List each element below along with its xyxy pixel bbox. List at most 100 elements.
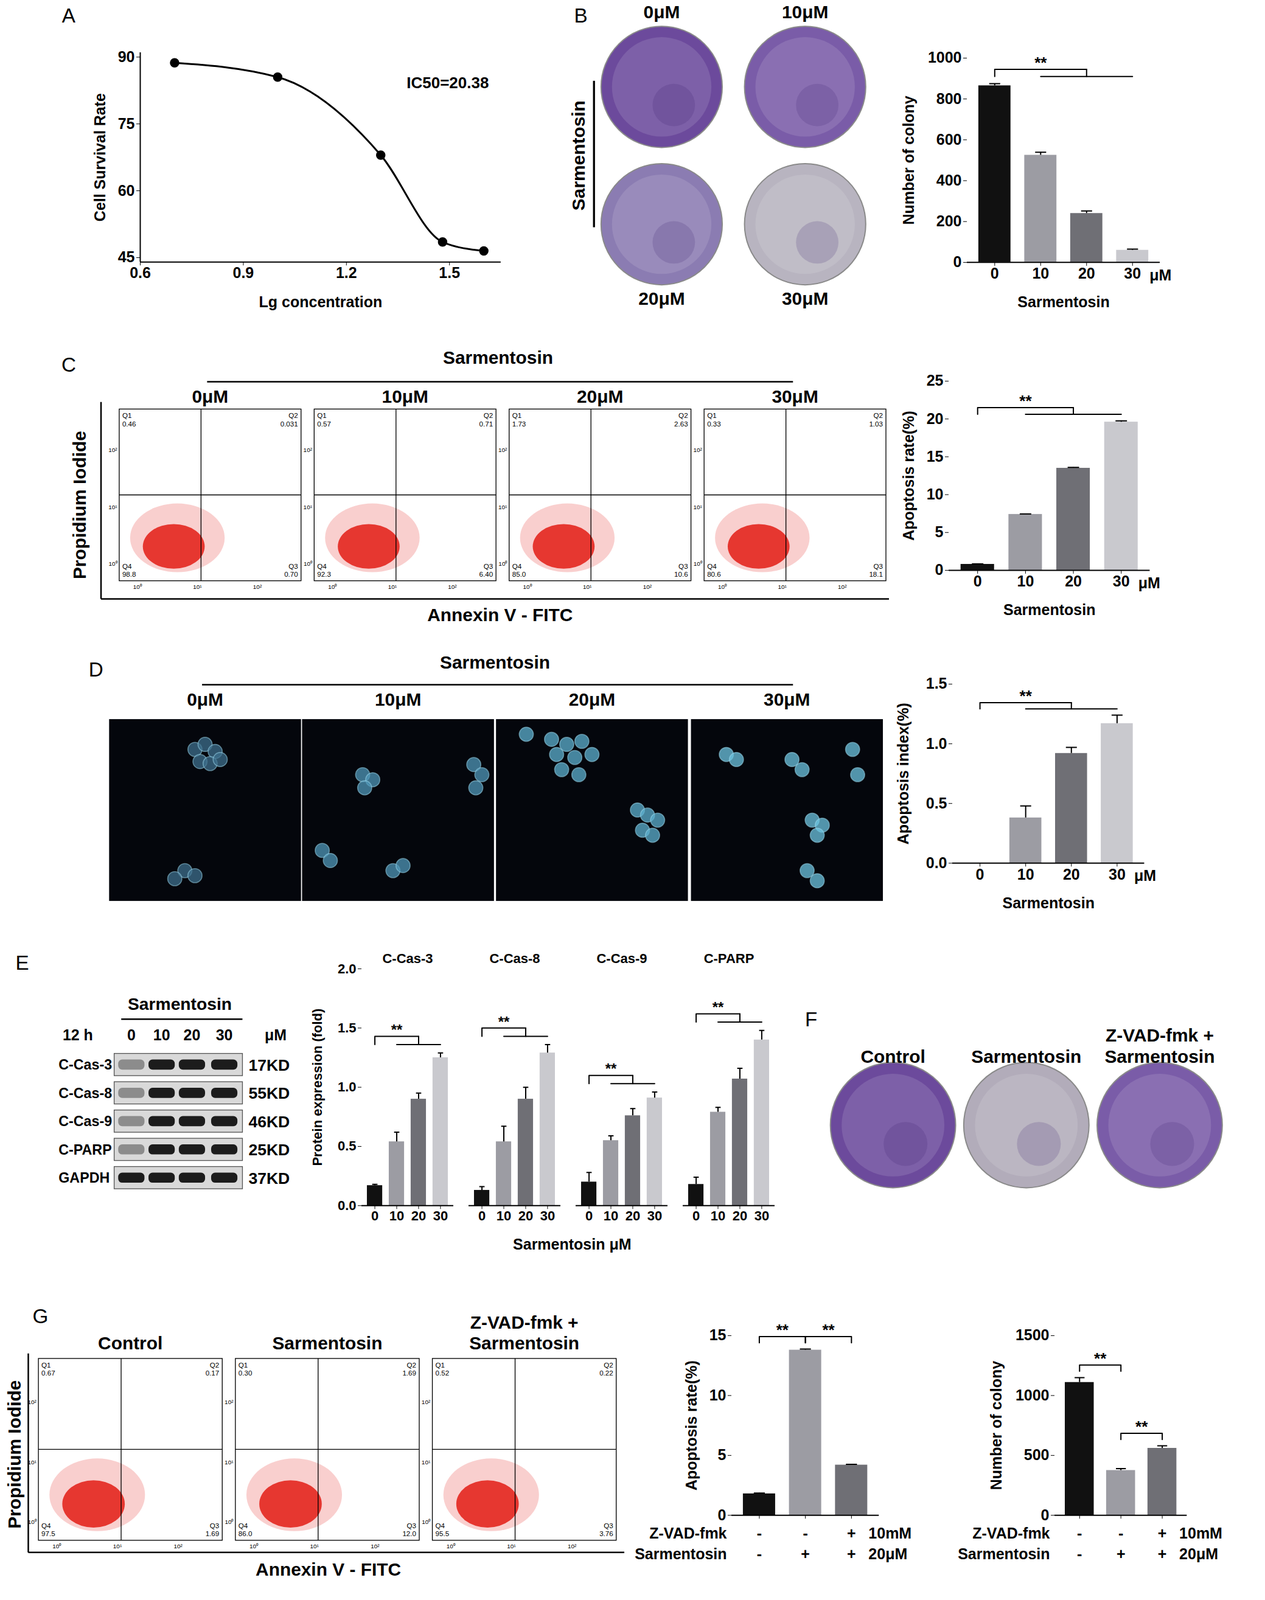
svg-text:10¹: 10¹ — [388, 583, 398, 591]
svg-text:0: 0 — [717, 1506, 726, 1524]
svg-text:10²: 10² — [108, 446, 118, 454]
svg-text:10²: 10² — [303, 446, 313, 454]
svg-text:600: 600 — [935, 130, 962, 148]
svg-text:80.6: 80.6 — [707, 570, 722, 579]
svg-text:E: E — [15, 951, 29, 975]
svg-text:Q1: Q1 — [122, 411, 133, 420]
svg-text:Sarmentosin: Sarmentosin — [971, 1046, 1082, 1067]
svg-text:0.57: 0.57 — [317, 419, 332, 428]
svg-text:C-Cas-3: C-Cas-3 — [382, 951, 434, 967]
svg-text:0: 0 — [585, 1208, 593, 1224]
svg-text:10⁰: 10⁰ — [498, 560, 508, 568]
svg-text:5: 5 — [934, 523, 944, 541]
svg-text:10⁰: 10⁰ — [693, 560, 703, 568]
svg-text:20: 20 — [1077, 264, 1095, 282]
svg-text:+: + — [1157, 1545, 1168, 1563]
svg-text:Annexin V - FITC: Annexin V - FITC — [255, 1559, 401, 1580]
svg-text:0.6: 0.6 — [130, 264, 152, 282]
svg-text:0: 0 — [1041, 1506, 1050, 1524]
svg-text:30: 30 — [433, 1208, 448, 1224]
svg-text:10: 10 — [710, 1208, 726, 1224]
svg-text:20: 20 — [518, 1208, 534, 1224]
svg-text:Q4: Q4 — [238, 1521, 249, 1530]
svg-text:Q4: Q4 — [122, 562, 133, 571]
svg-text:10¹: 10¹ — [693, 503, 703, 511]
svg-text:0: 0 — [952, 253, 962, 271]
svg-text:500: 500 — [1024, 1446, 1050, 1464]
svg-text:20μM: 20μM — [576, 386, 624, 407]
svg-text:10²: 10² — [643, 583, 653, 591]
svg-text:10²: 10² — [567, 1543, 577, 1550]
svg-text:Number of colony: Number of colony — [899, 95, 917, 225]
svg-text:10¹: 10¹ — [582, 583, 593, 591]
svg-text:800: 800 — [935, 89, 962, 107]
svg-text:85.0: 85.0 — [512, 570, 527, 579]
svg-text:Annexin V - FITC: Annexin V - FITC — [427, 604, 573, 625]
svg-text:10²: 10² — [174, 1543, 184, 1550]
svg-text:μM: μM — [264, 1026, 287, 1044]
svg-text:Apoptosis index(%): Apoptosis index(%) — [895, 702, 913, 845]
svg-text:0.52: 0.52 — [435, 1369, 450, 1377]
svg-text:15: 15 — [708, 1326, 726, 1344]
svg-text:10⁰: 10⁰ — [717, 583, 728, 591]
svg-text:30: 30 — [647, 1208, 663, 1224]
svg-text:20μM: 20μM — [868, 1545, 908, 1563]
svg-text:30μM: 30μM — [781, 288, 829, 309]
svg-text:1.5: 1.5 — [439, 264, 461, 282]
svg-text:Propidium Iodide: Propidium Iodide — [69, 430, 90, 580]
svg-text:45: 45 — [118, 248, 136, 266]
svg-text:30μM: 30μM — [771, 386, 818, 407]
svg-text:20: 20 — [1062, 865, 1081, 883]
svg-text:**: ** — [498, 1013, 510, 1030]
svg-text:12.0: 12.0 — [402, 1529, 417, 1538]
svg-text:0.22: 0.22 — [599, 1369, 614, 1377]
svg-text:Sarmentosin: Sarmentosin — [634, 1545, 727, 1563]
svg-text:20: 20 — [411, 1208, 426, 1224]
svg-text:Z-VAD-fmk: Z-VAD-fmk — [649, 1524, 727, 1542]
svg-text:55KD: 55KD — [248, 1084, 290, 1103]
svg-text:20μM: 20μM — [1179, 1545, 1219, 1563]
svg-text:Q4: Q4 — [41, 1521, 52, 1530]
svg-text:18.1: 18.1 — [868, 570, 883, 579]
svg-text:1000: 1000 — [1015, 1386, 1050, 1404]
svg-text:D: D — [88, 658, 104, 681]
svg-text:1.03: 1.03 — [868, 419, 883, 428]
svg-text:46KD: 46KD — [248, 1112, 290, 1132]
svg-text:20: 20 — [1064, 572, 1082, 590]
svg-text:1.69: 1.69 — [205, 1529, 220, 1538]
svg-text:10: 10 — [1017, 865, 1035, 883]
svg-text:10⁰: 10⁰ — [249, 1543, 259, 1550]
svg-text:+: + — [846, 1524, 857, 1542]
svg-text:10²: 10² — [224, 1398, 234, 1406]
svg-text:Sarmentosin: Sarmentosin — [271, 1333, 383, 1354]
svg-text:Q2: Q2 — [407, 1361, 417, 1370]
svg-text:Q3: Q3 — [407, 1521, 417, 1530]
svg-text:+: + — [846, 1545, 857, 1563]
svg-text:30: 30 — [540, 1208, 555, 1224]
svg-text:0.9: 0.9 — [233, 264, 255, 282]
svg-text:10: 10 — [708, 1386, 726, 1404]
svg-text:0μM: 0μM — [191, 386, 229, 407]
svg-text:10⁰: 10⁰ — [133, 583, 143, 591]
svg-text:10¹: 10¹ — [113, 1543, 123, 1550]
svg-text:1.2: 1.2 — [335, 264, 358, 282]
svg-text:10¹: 10¹ — [777, 583, 787, 591]
svg-text:Z-VAD-fmk +: Z-VAD-fmk + — [470, 1312, 579, 1333]
svg-text:0.70: 0.70 — [284, 570, 299, 579]
svg-text:C-PARP: C-PARP — [703, 951, 755, 967]
svg-text:GAPDH: GAPDH — [58, 1170, 110, 1186]
svg-text:1000: 1000 — [927, 48, 962, 66]
svg-text:20μM: 20μM — [568, 689, 616, 710]
svg-text:Q2: Q2 — [288, 411, 298, 420]
svg-text:20: 20 — [926, 410, 944, 428]
svg-text:25KD: 25KD — [248, 1140, 290, 1160]
svg-text:1.0: 1.0 — [926, 735, 948, 753]
svg-text:Q2: Q2 — [209, 1361, 220, 1370]
svg-text:Sarmentosin: Sarmentosin — [127, 994, 232, 1014]
svg-text:Control: Control — [97, 1333, 163, 1354]
svg-text:86.0: 86.0 — [238, 1529, 253, 1538]
svg-text:B: B — [574, 4, 588, 27]
svg-text:60: 60 — [118, 181, 136, 199]
svg-text:1.69: 1.69 — [402, 1369, 417, 1377]
svg-text:90: 90 — [118, 48, 136, 66]
